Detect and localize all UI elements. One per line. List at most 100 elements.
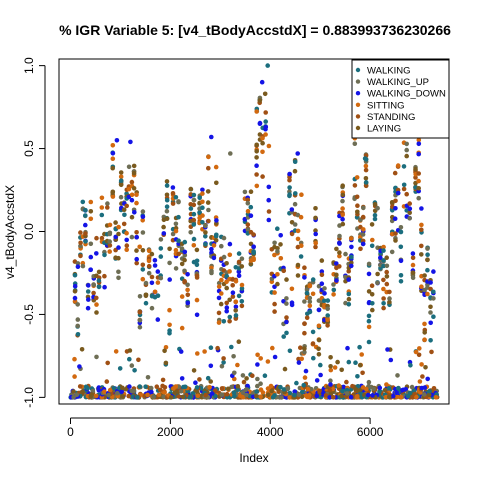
data-point — [124, 247, 129, 252]
data-point — [287, 171, 292, 177]
data-point — [164, 183, 170, 188]
data-point — [113, 234, 118, 240]
data-point — [416, 186, 422, 191]
data-point — [346, 359, 352, 365]
data-point — [176, 394, 182, 399]
data-point — [72, 289, 78, 294]
data-point — [173, 221, 179, 227]
data-point — [429, 349, 434, 355]
data-point — [239, 286, 245, 291]
data-point — [107, 249, 112, 254]
data-point — [216, 295, 222, 301]
data-point — [216, 310, 222, 316]
data-point — [239, 264, 245, 269]
data-point — [404, 147, 410, 153]
data-point — [419, 362, 424, 367]
data-point — [102, 252, 107, 258]
data-point — [203, 230, 208, 235]
data-point — [260, 149, 265, 155]
data-point — [310, 329, 316, 335]
data-point — [134, 260, 139, 266]
data-point — [395, 190, 401, 196]
data-point — [423, 365, 428, 370]
data-point — [119, 389, 124, 395]
data-point — [158, 237, 164, 242]
data-point — [107, 222, 113, 228]
data-point — [169, 395, 174, 400]
data-point — [304, 315, 310, 321]
data-point — [161, 224, 166, 230]
legend-box — [351, 59, 450, 139]
data-point — [359, 352, 365, 357]
data-point — [337, 264, 342, 269]
data-point — [307, 393, 312, 398]
data-point — [115, 390, 120, 396]
data-point — [348, 236, 354, 241]
data-point — [194, 247, 200, 253]
data-point — [164, 216, 170, 221]
data-point — [152, 263, 158, 268]
data-point — [124, 203, 129, 209]
data-point — [232, 393, 237, 399]
data-point — [419, 227, 424, 233]
data-point — [137, 244, 142, 250]
data-point — [118, 178, 124, 183]
data-point — [254, 163, 259, 168]
data-point — [416, 151, 422, 157]
data-point — [275, 281, 280, 287]
data-point — [260, 140, 265, 146]
data-point — [287, 348, 293, 354]
data-point — [287, 390, 293, 396]
data-point — [213, 388, 218, 393]
data-point — [131, 163, 137, 169]
data-point — [164, 179, 170, 184]
data-point — [118, 182, 124, 188]
data-point — [366, 313, 372, 319]
data-point — [72, 356, 77, 362]
data-point — [407, 206, 413, 211]
data-point — [191, 368, 197, 373]
data-point — [155, 317, 161, 322]
data-point — [148, 385, 154, 391]
data-point — [224, 391, 230, 397]
data-point — [224, 300, 229, 306]
data-point — [352, 141, 358, 146]
data-point — [254, 109, 259, 114]
data-point — [372, 213, 378, 218]
data-point — [370, 393, 375, 398]
data-point — [299, 389, 305, 395]
data-point — [161, 231, 167, 236]
data-point — [363, 180, 369, 185]
data-point — [384, 263, 390, 269]
data-point — [229, 384, 234, 390]
data-point — [200, 191, 205, 196]
data-point — [213, 234, 219, 239]
data-point — [381, 244, 386, 250]
data-point — [146, 248, 152, 254]
data-point — [310, 277, 316, 282]
data-point — [325, 313, 331, 318]
data-point — [236, 251, 242, 256]
data-point — [116, 231, 121, 237]
data-point — [206, 165, 211, 171]
data-point — [255, 352, 260, 358]
data-point — [88, 394, 93, 399]
x-tick-label: 4000 — [257, 425, 284, 439]
data-point — [382, 387, 388, 393]
data-point — [289, 302, 295, 308]
data-point — [316, 346, 321, 352]
data-point — [284, 319, 289, 325]
data-point — [126, 393, 131, 399]
data-point — [158, 254, 164, 259]
data-point — [363, 163, 369, 169]
data-point — [353, 360, 358, 366]
data-point — [132, 368, 137, 373]
data-point — [407, 201, 413, 206]
legend-marker — [355, 114, 361, 119]
data-point — [417, 346, 422, 351]
data-point — [366, 339, 372, 345]
data-point — [387, 296, 392, 301]
data-point — [91, 282, 96, 288]
data-point — [176, 214, 181, 220]
